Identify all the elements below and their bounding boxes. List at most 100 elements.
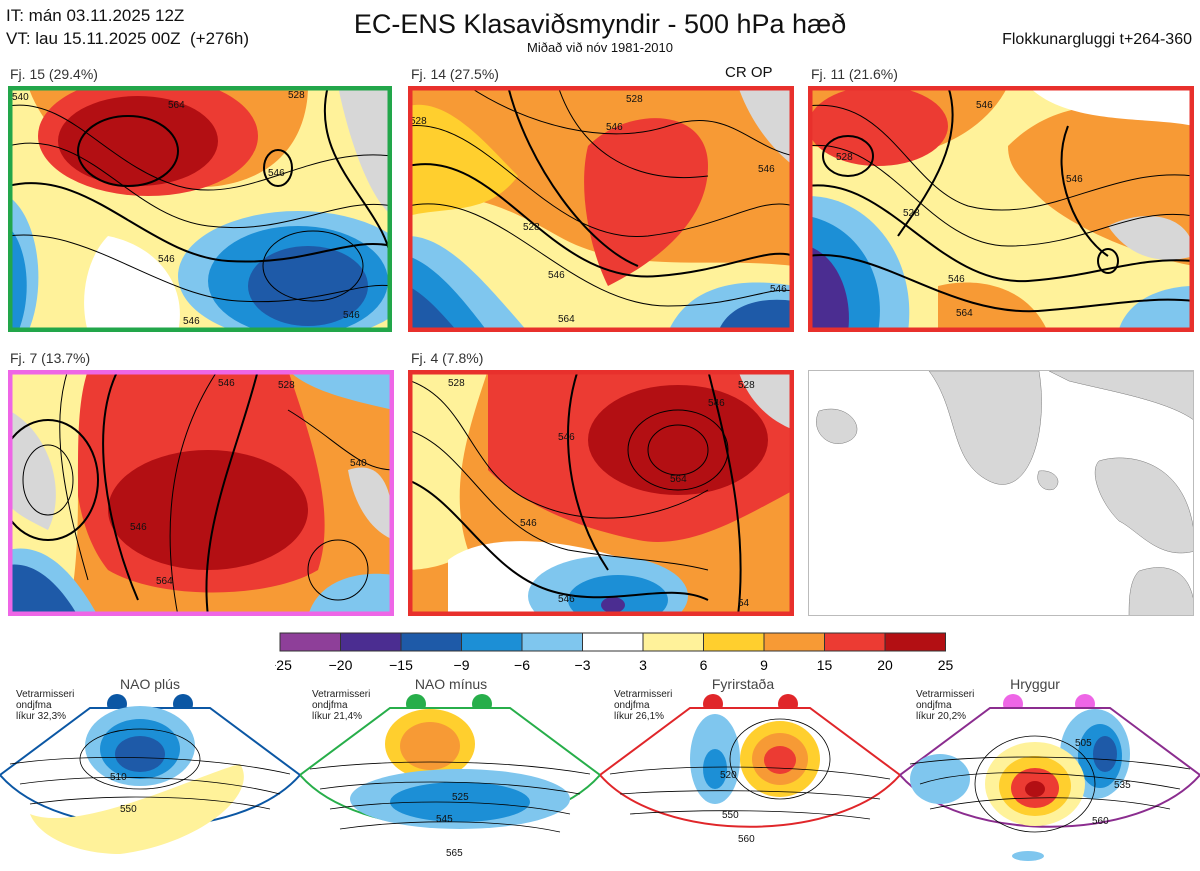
colorbar-tick-label: 6 (700, 657, 708, 673)
colorbar-tick-label: −15 (389, 657, 413, 673)
regime-name-3: Fyrirstaða (711, 676, 775, 692)
contour-label-p5-8: 54 (738, 598, 750, 609)
base-map (808, 370, 1194, 616)
colorbar-swatch (521, 632, 583, 652)
regime-info-4: Vetrarmisseri ondjfma líkur 20,2% (916, 689, 975, 722)
classification-window: Flokkunargluggi t+264-360 (1002, 31, 1192, 48)
colorbar-swatch (642, 632, 704, 652)
contour-label-p2-5: 564 (558, 314, 575, 325)
cluster-map-1: 540 564 528 546 546 546 546 (8, 86, 392, 332)
contour-label-p2-4: 546 (548, 270, 565, 281)
cluster-map-3-svg: 528 546 546 528 564 546 (808, 86, 1194, 332)
contour-label-p1-3: 528 (288, 90, 305, 101)
regime-map-3: 520 550 560 (600, 707, 900, 845)
contour-label-p3-3: 546 (1066, 174, 1083, 185)
regime-name-1: NAO plús (120, 676, 180, 692)
contour-label-p2-8: 546 (770, 284, 787, 295)
cluster-map-5: 528 546 564 546 528 546 546 54 (408, 370, 794, 616)
colorbar-tick-label: 9 (760, 657, 768, 673)
issue-time: IT: mán 03.11.2025 12Z (6, 6, 185, 25)
colorbar-tick-label: 15 (817, 657, 833, 673)
contour-label-p3-2: 546 (976, 100, 993, 111)
contour-label-p4-1: 546 (218, 378, 235, 389)
contour-label-p5-6: 546 (558, 594, 575, 605)
regime-contour-2a: 525 (452, 792, 469, 803)
contour-label-p2-7: 528 (626, 94, 643, 105)
regime-section: NAO plús Vetrarmisseri ondjfma líkur 32,… (0, 676, 1200, 871)
panel-border-3 (808, 86, 1194, 332)
regime-contour-1a: 510 (110, 772, 127, 783)
base-map-svg (809, 371, 1193, 615)
contour-label-p2-2: 546 (606, 122, 623, 133)
contour-label-p1-5: 546 (158, 254, 175, 265)
colorbar-tick-label: −9 (454, 657, 470, 673)
regime-map-2: 525 545 565 (300, 707, 600, 859)
panel-label-1: Fj. 15 (29.4%) (10, 66, 98, 82)
colorbar-swatch (340, 632, 402, 652)
contour-label-p1-6: 546 (183, 316, 200, 327)
colorbar-swatch (400, 632, 462, 652)
page-title: EC-ENS Klasaviðsmyndir - 500 hPa hæð (353, 9, 847, 39)
regime-contour-3b: 550 (722, 810, 739, 821)
regime-contour-4a: 505 (1075, 738, 1092, 749)
colorbar-swatch (884, 632, 946, 652)
contour-label-p2-3: 528 (523, 222, 540, 233)
panel-label-3: Fj. 11 (21.6%) (811, 66, 898, 82)
colorbar-svg: −25 −20 −15 −9 −6 −3 3 6 9 15 20 25 (275, 632, 954, 673)
colorbar-swatch (461, 632, 523, 652)
regime-contour-4c: 560 (1092, 816, 1109, 827)
regime-map-1: 510 550 (0, 706, 300, 854)
panel-label-4: Fj. 7 (13.7%) (10, 350, 91, 366)
colorbar-tick-label: −3 (575, 657, 591, 673)
valid-time: VT: lau 15.11.2025 00Z (+276h) (6, 29, 250, 48)
panel-tag-2: CR OP (725, 64, 773, 81)
panel-label-2: Fj. 14 (27.5%) (411, 66, 499, 82)
regime-contour-3a: 520 (720, 770, 737, 781)
contour-label-p4-2: 528 (278, 380, 295, 391)
contour-label-p3-5: 564 (956, 308, 973, 319)
contour-label-p4-4: 564 (156, 576, 173, 587)
panel-label-5: Fj. 4 (7.8%) (411, 350, 484, 366)
cluster-map-3: 528 546 546 528 564 546 (808, 86, 1194, 332)
regime-contour-2c: 565 (446, 848, 463, 859)
contour-label-p5-7: 546 (520, 518, 537, 529)
colorbar-tick-label: −6 (514, 657, 530, 673)
regime-contour-1b: 550 (120, 804, 137, 815)
contour-label-p5-3: 564 (670, 474, 687, 485)
colorbar-swatch (279, 632, 341, 652)
cluster-map-4-svg: 546 528 546 564 540 (8, 370, 394, 616)
cluster-map-5-svg: 528 546 564 546 528 546 546 54 (408, 370, 794, 616)
page-subtitle: Miðað við nóv 1981-2010 (527, 40, 673, 55)
contour-label-p2-1: 528 (410, 116, 427, 127)
contour-label-p5-1: 528 (448, 378, 465, 389)
colorbar-tick-label: 25 (938, 657, 954, 673)
cluster-map-2: 528 546 528 546 564 546 528 546 (408, 86, 794, 332)
contour-label-p1-2: 564 (168, 100, 185, 111)
header-left: IT: mán 03.11.2025 12Z VT: lau 15.11.2025… (6, 4, 249, 50)
colorbar-swatch (703, 632, 765, 652)
contour-label-p1-7: 546 (343, 310, 360, 321)
contour-label-p5-5: 528 (738, 380, 755, 391)
regime-name-2: NAO mínus (414, 676, 488, 692)
contour-label-p5-2: 546 (558, 432, 575, 443)
regime-info-3: Vetrarmisseri ondjfma líkur 26,1% (614, 689, 673, 722)
panel-border-5 (408, 370, 794, 616)
regime-contour-2b: 545 (436, 814, 453, 825)
regime-contour-3c: 560 (738, 834, 755, 845)
contour-label-p2-6: 546 (758, 164, 775, 175)
colorbar-swatch (582, 632, 644, 652)
contour-label-p4-5: 540 (350, 458, 367, 469)
cluster-map-4: 546 528 546 564 540 (8, 370, 394, 616)
regime-info-2: Vetrarmisseri ondjfma líkur 21,4% (312, 689, 371, 722)
panel-border-4 (8, 370, 394, 616)
contour-label-p1-4: 546 (268, 168, 285, 179)
contour-label-p1-1: 540 (12, 92, 29, 103)
regime-name-4: Hryggur (1010, 676, 1060, 692)
contour-label-p3-6: 546 (948, 274, 965, 285)
cluster-map-1-svg: 540 564 528 546 546 546 546 (8, 86, 392, 332)
colorbar-tick-label: −20 (329, 657, 353, 673)
colorbar-swatch (763, 632, 825, 652)
regime-info-1: Vetrarmisseri ondjfma líkur 32,3% (16, 689, 75, 722)
contour-label-p5-4: 546 (708, 398, 725, 409)
cluster-map-2-svg: 528 546 528 546 564 546 528 546 (408, 86, 794, 332)
